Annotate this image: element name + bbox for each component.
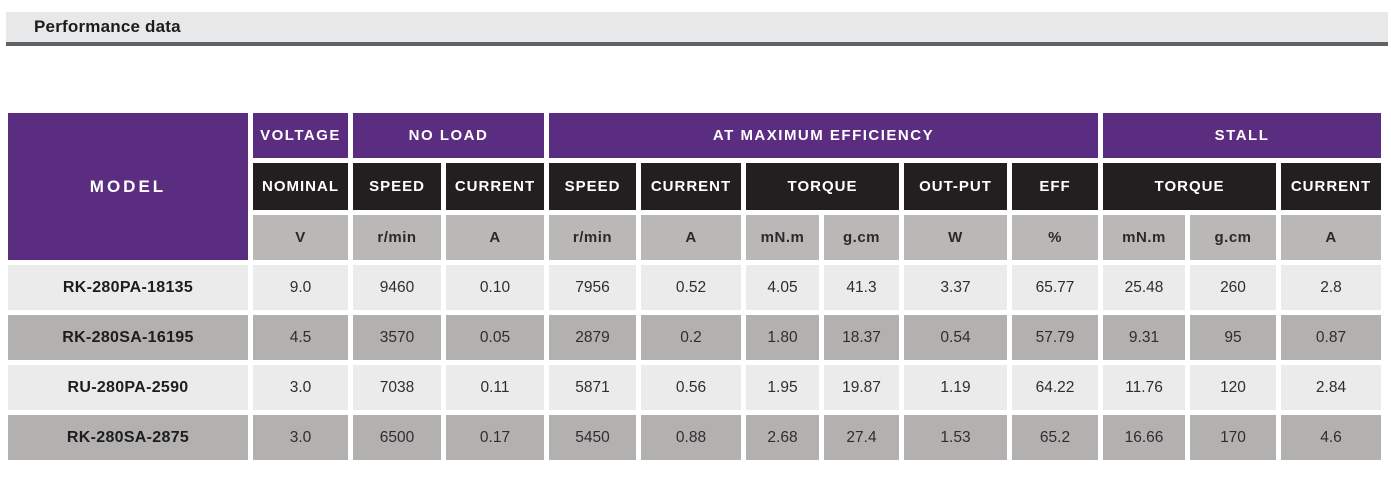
value-cell: 0.2 — [641, 315, 741, 360]
value-cell: 4.6 — [1281, 415, 1381, 460]
unit-cell: mN.m — [746, 215, 819, 260]
value-cell: 19.87 — [824, 365, 899, 410]
value-cell: 0.88 — [641, 415, 741, 460]
value-cell: 2.8 — [1281, 265, 1381, 310]
model-cell: RK-280PA-18135 — [8, 265, 248, 310]
unit-cell: % — [1012, 215, 1098, 260]
unit-cell: A — [446, 215, 544, 260]
value-cell: 0.10 — [446, 265, 544, 310]
value-cell: 27.4 — [824, 415, 899, 460]
value-cell: 0.17 — [446, 415, 544, 460]
value-cell: 3570 — [353, 315, 441, 360]
value-cell: 9.0 — [253, 265, 348, 310]
value-cell: 3.0 — [253, 365, 348, 410]
value-cell: 18.37 — [824, 315, 899, 360]
subheader-stall-current: CURRENT — [1281, 163, 1381, 210]
value-cell: 9.31 — [1103, 315, 1185, 360]
value-cell: 7038 — [353, 365, 441, 410]
unit-cell: V — [253, 215, 348, 260]
col-group-model: MODEL — [8, 113, 248, 260]
model-cell: RU-280PA-2590 — [8, 365, 248, 410]
value-cell: 95 — [1190, 315, 1276, 360]
model-cell: RK-280SA-2875 — [8, 415, 248, 460]
value-cell: 1.19 — [904, 365, 1007, 410]
subheader-noload-current: CURRENT — [446, 163, 544, 210]
subheader-eff: EFF — [1012, 163, 1098, 210]
value-cell: 5871 — [549, 365, 636, 410]
value-cell: 0.54 — [904, 315, 1007, 360]
subheader-nominal: NOMINAL — [253, 163, 348, 210]
subheader-noload-speed: SPEED — [353, 163, 441, 210]
col-group-max-efficiency: AT MAXIMUM EFFICIENCY — [549, 113, 1098, 158]
value-cell: 1.53 — [904, 415, 1007, 460]
value-cell: 16.66 — [1103, 415, 1185, 460]
subheader-stall-torque: TORQUE — [1103, 163, 1276, 210]
subheader-maxeff-current: CURRENT — [641, 163, 741, 210]
value-cell: 25.48 — [1103, 265, 1185, 310]
value-cell: 0.52 — [641, 265, 741, 310]
performance-data-table: MODEL VOLTAGE NO LOAD AT MAXIMUM EFFICIE… — [8, 113, 1381, 460]
col-group-stall: STALL — [1103, 113, 1381, 158]
value-cell: 1.80 — [746, 315, 819, 360]
value-cell: 1.95 — [746, 365, 819, 410]
subheader-maxeff-torque: TORQUE — [746, 163, 899, 210]
value-cell: 120 — [1190, 365, 1276, 410]
subheader-maxeff-speed: SPEED — [549, 163, 636, 210]
value-cell: 41.3 — [824, 265, 899, 310]
unit-cell: A — [1281, 215, 1381, 260]
value-cell: 5450 — [549, 415, 636, 460]
value-cell: 170 — [1190, 415, 1276, 460]
value-cell: 260 — [1190, 265, 1276, 310]
col-group-no-load: NO LOAD — [353, 113, 544, 158]
value-cell: 65.77 — [1012, 265, 1098, 310]
value-cell: 0.87 — [1281, 315, 1381, 360]
section-title-bar: Performance data — [6, 12, 1388, 46]
value-cell: 3.0 — [253, 415, 348, 460]
value-cell: 6500 — [353, 415, 441, 460]
model-cell: RK-280SA-16195 — [8, 315, 248, 360]
unit-cell: A — [641, 215, 741, 260]
unit-cell: W — [904, 215, 1007, 260]
value-cell: 9460 — [353, 265, 441, 310]
value-cell: 2.84 — [1281, 365, 1381, 410]
unit-cell: g.cm — [1190, 215, 1276, 260]
value-cell: 57.79 — [1012, 315, 1098, 360]
page-title: Performance data — [34, 17, 181, 36]
value-cell: 3.37 — [904, 265, 1007, 310]
value-cell: 11.76 — [1103, 365, 1185, 410]
value-cell: 0.56 — [641, 365, 741, 410]
value-cell: 7956 — [549, 265, 636, 310]
value-cell: 64.22 — [1012, 365, 1098, 410]
value-cell: 2.68 — [746, 415, 819, 460]
subheader-output: OUT-PUT — [904, 163, 1007, 210]
unit-cell: r/min — [549, 215, 636, 260]
col-group-voltage: VOLTAGE — [253, 113, 348, 158]
value-cell: 0.05 — [446, 315, 544, 360]
value-cell: 0.11 — [446, 365, 544, 410]
value-cell: 4.5 — [253, 315, 348, 360]
unit-cell: mN.m — [1103, 215, 1185, 260]
value-cell: 2879 — [549, 315, 636, 360]
value-cell: 65.2 — [1012, 415, 1098, 460]
unit-cell: r/min — [353, 215, 441, 260]
unit-cell: g.cm — [824, 215, 899, 260]
value-cell: 4.05 — [746, 265, 819, 310]
